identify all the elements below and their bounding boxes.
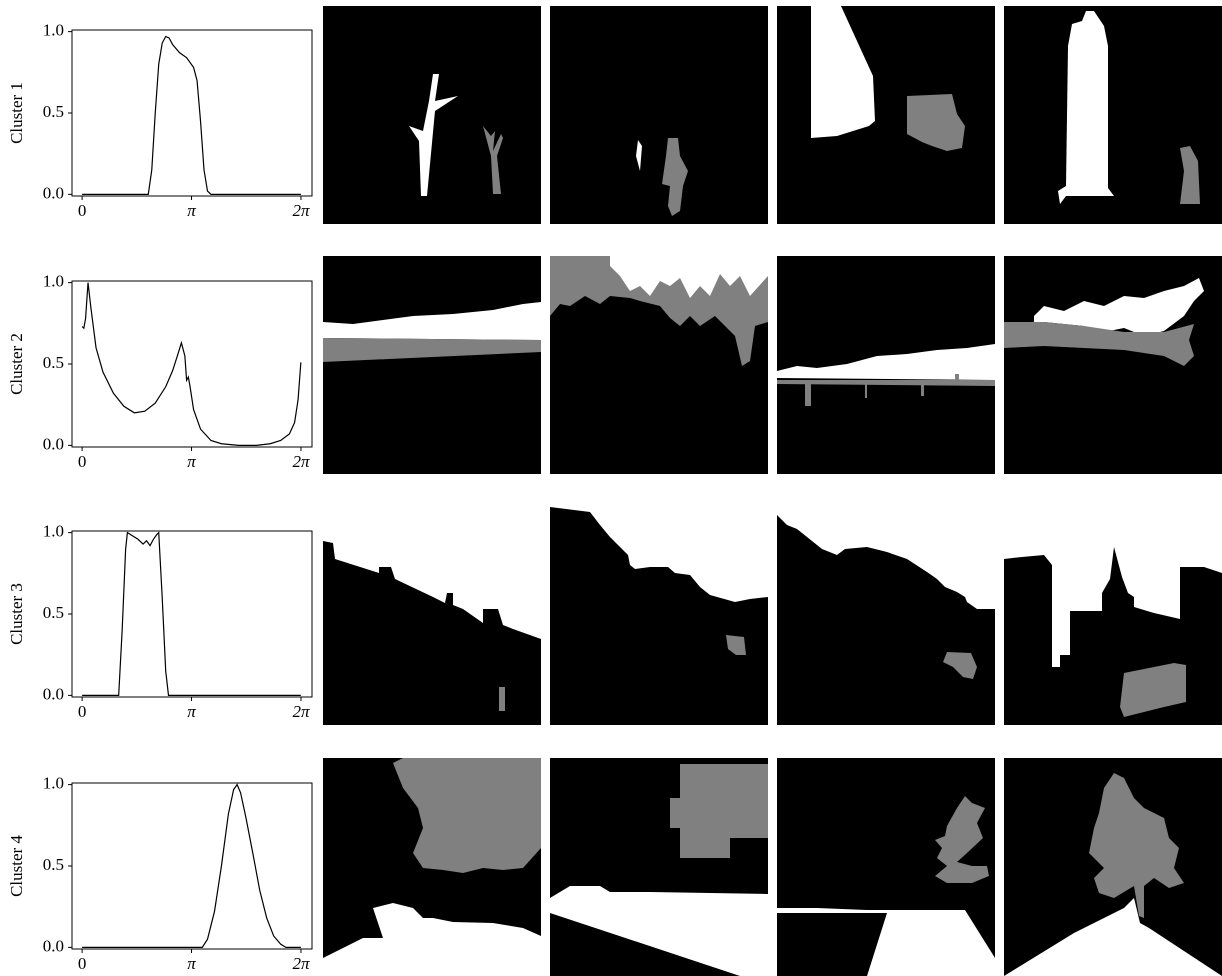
y-tick-label: 0.5 (43, 353, 64, 372)
mask-image (1004, 256, 1222, 474)
x-tick-label: π (187, 954, 196, 973)
x-tick-label: 2π (292, 452, 310, 471)
x-tick-label: 0 (78, 702, 87, 721)
x-tick-label: 2π (292, 954, 310, 973)
mask-image (777, 6, 995, 224)
y-axis-label: Cluster 4 (7, 835, 26, 897)
mask-image (323, 256, 541, 474)
plot-frame (71, 782, 313, 950)
data-line (82, 531, 301, 696)
mask-image (777, 507, 995, 725)
x-tick-label: 2π (292, 201, 310, 220)
mask-image (1004, 758, 1222, 976)
x-tick-label: 0 (78, 954, 87, 973)
y-axis-label: Cluster 3 (7, 583, 26, 645)
y-tick-label: 0.5 (43, 603, 64, 622)
mask-image (777, 758, 995, 976)
y-tick-label: 0.5 (43, 855, 64, 874)
y-tick-label: 1.0 (43, 522, 64, 541)
mask-image (323, 758, 541, 976)
x-tick-label: 0 (78, 452, 87, 471)
y-tick-label: 0.0 (43, 936, 64, 955)
mask-image (550, 758, 768, 976)
data-line (82, 35, 301, 195)
y-tick-label: 1.0 (43, 21, 64, 40)
y-tick-label: 1.0 (43, 774, 64, 793)
y-tick-label: 0.5 (43, 102, 64, 121)
mask-image (1004, 6, 1222, 224)
plot-frame (71, 280, 313, 448)
y-tick-label: 0.0 (43, 684, 64, 703)
y-axis-label: Cluster 2 (7, 333, 26, 395)
x-tick-label: π (187, 452, 196, 471)
x-tick-label: 2π (292, 702, 310, 721)
mask-image (323, 507, 541, 725)
data-line (82, 783, 301, 948)
plot-frame (71, 29, 313, 197)
x-tick-label: π (187, 201, 196, 220)
y-tick-label: 1.0 (43, 272, 64, 291)
mask-image (550, 6, 768, 224)
mask-image (323, 6, 541, 224)
mask-image (550, 256, 768, 474)
x-tick-label: 0 (78, 201, 87, 220)
x-tick-label: π (187, 702, 196, 721)
mask-image (550, 507, 768, 725)
mask-image (777, 256, 995, 474)
mask-image (1004, 507, 1222, 725)
y-tick-label: 0.0 (43, 434, 64, 453)
data-line (81, 282, 302, 446)
plot-frame (71, 530, 313, 698)
y-axis-label: Cluster 1 (7, 82, 26, 144)
y-tick-label: 0.0 (43, 183, 64, 202)
